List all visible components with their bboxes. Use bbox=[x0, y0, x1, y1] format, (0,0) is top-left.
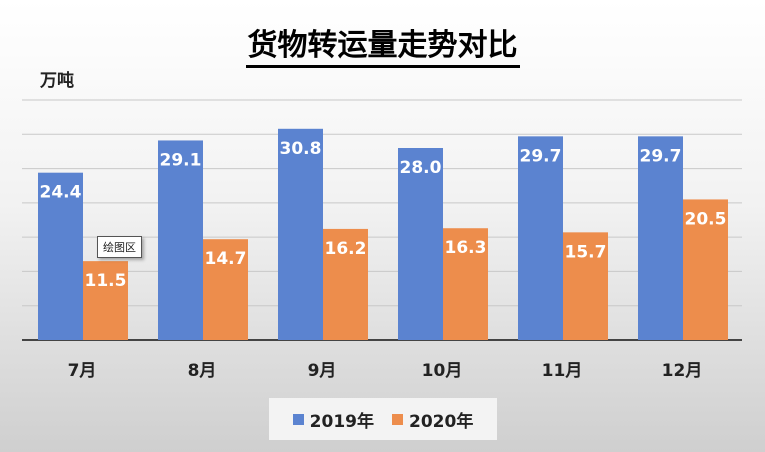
y-axis-unit-label: 万吨 bbox=[40, 71, 74, 91]
legend-item-2020[interactable]: 2020年 bbox=[392, 407, 473, 432]
data-label: 28.0 bbox=[400, 158, 442, 178]
bar-2020 bbox=[203, 239, 248, 340]
bar-2020 bbox=[563, 232, 608, 340]
bar-2019 bbox=[518, 136, 563, 340]
bar-2019 bbox=[38, 172, 83, 340]
x-tick-label: 9月 bbox=[308, 361, 337, 381]
data-label: 29.7 bbox=[640, 146, 682, 166]
data-label: 30.8 bbox=[280, 139, 322, 159]
bar-2020 bbox=[683, 199, 728, 340]
data-label: 15.7 bbox=[565, 242, 607, 262]
data-label: 16.2 bbox=[325, 239, 367, 259]
legend-item-2019[interactable]: 2019年 bbox=[292, 407, 374, 432]
legend-swatch-2020 bbox=[392, 413, 403, 425]
bar-2020 bbox=[83, 261, 128, 340]
bar-2019 bbox=[638, 136, 683, 340]
legend-label-2019: 2019年 bbox=[309, 411, 374, 432]
data-label: 11.5 bbox=[85, 271, 127, 291]
data-label: 29.1 bbox=[160, 150, 202, 170]
bar-2020 bbox=[323, 228, 368, 340]
bar-2019 bbox=[278, 128, 323, 340]
bar-2019 bbox=[158, 140, 203, 340]
data-label: 14.7 bbox=[205, 249, 247, 269]
data-label: 29.7 bbox=[520, 146, 562, 166]
x-tick-label: 10月 bbox=[422, 361, 463, 381]
x-tick-label: 12月 bbox=[662, 361, 703, 381]
legend-swatch-2019 bbox=[292, 413, 304, 425]
data-label: 24.4 bbox=[40, 183, 82, 203]
legend[interactable]: 2019年 2020年 bbox=[269, 398, 497, 440]
bar-2019 bbox=[398, 148, 443, 340]
bar-2020 bbox=[443, 228, 488, 340]
plot-area-tooltip: 绘图区 bbox=[97, 236, 142, 258]
data-label: 16.3 bbox=[445, 238, 487, 258]
x-tick-label: 7月 bbox=[68, 361, 97, 381]
x-tick-label: 11月 bbox=[542, 361, 583, 381]
legend-label-2020: 2020年 bbox=[409, 411, 474, 432]
chart-title: 货物转运量走势对比 bbox=[0, 20, 765, 68]
x-tick-label: 8月 bbox=[188, 361, 217, 381]
data-label: 20.5 bbox=[685, 209, 727, 229]
